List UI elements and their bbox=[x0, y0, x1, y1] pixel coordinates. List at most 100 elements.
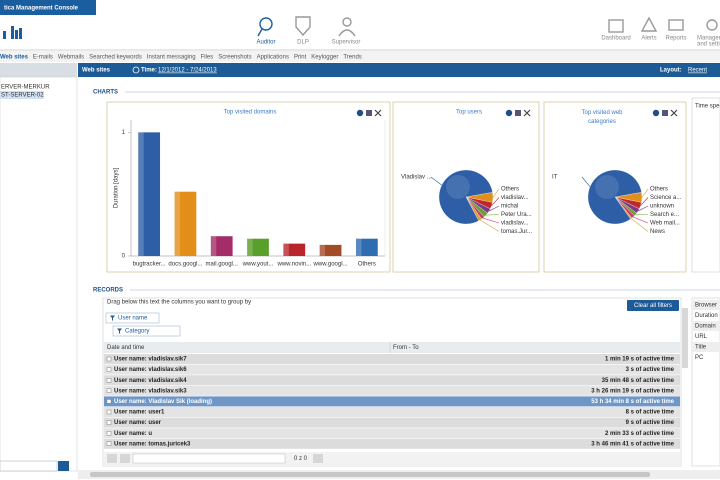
chart-type-icon[interactable] bbox=[366, 110, 372, 116]
close-icon[interactable] bbox=[374, 109, 382, 117]
row-label: User name: user1 bbox=[114, 410, 165, 416]
slice-label: Web mail... bbox=[650, 221, 680, 227]
slice-label: unknown bbox=[650, 204, 674, 210]
group-hint: Drag below this text the columns you wan… bbox=[107, 300, 251, 306]
scroll-thumb[interactable] bbox=[90, 472, 650, 477]
close-icon[interactable] bbox=[670, 109, 678, 117]
record-row[interactable] bbox=[104, 354, 680, 364]
record-row[interactable] bbox=[104, 417, 680, 428]
close-icon[interactable] bbox=[523, 109, 531, 117]
group-chip-label[interactable]: Category bbox=[125, 329, 149, 335]
layout-value[interactable]: Recent bbox=[688, 68, 707, 74]
tab-strip bbox=[0, 51, 720, 62]
chart-type-icon[interactable] bbox=[662, 110, 668, 116]
pager-prev[interactable] bbox=[107, 454, 117, 463]
expand-icon[interactable] bbox=[106, 356, 112, 362]
record-row[interactable] bbox=[104, 438, 680, 449]
group-chip[interactable] bbox=[105, 312, 160, 324]
expand-icon[interactable] bbox=[106, 420, 112, 425]
pager-next[interactable] bbox=[120, 454, 130, 463]
field-name[interactable]: PC bbox=[695, 355, 704, 361]
field-row bbox=[693, 321, 720, 331]
expand-icon[interactable] bbox=[106, 409, 112, 415]
record-row[interactable] bbox=[104, 396, 680, 407]
section-heading: CHARTS bbox=[93, 90, 118, 96]
field-name[interactable]: URL bbox=[695, 334, 708, 340]
clear-filters-label[interactable]: Clear all filters bbox=[634, 303, 672, 309]
tab: Trends bbox=[343, 55, 361, 61]
clear-filters-button[interactable] bbox=[627, 300, 679, 311]
nav-item: Dashboard bbox=[601, 36, 630, 42]
leader-line bbox=[641, 188, 649, 198]
row-label: User name: vladislav.sik4 bbox=[114, 378, 187, 384]
chart-type-icon[interactable] bbox=[652, 109, 660, 117]
y-axis-label: Duration [days] bbox=[114, 167, 120, 208]
bar bbox=[247, 238, 269, 256]
expand-icon[interactable] bbox=[106, 388, 112, 393]
search-button[interactable] bbox=[58, 461, 69, 471]
leader-line bbox=[430, 176, 442, 186]
slice-label: michal bbox=[501, 204, 518, 210]
grid-scrollbar[interactable] bbox=[682, 308, 688, 368]
chart-type-icon[interactable] bbox=[356, 109, 364, 117]
x-tick-label: docs.googl... bbox=[168, 262, 202, 268]
group-chip[interactable] bbox=[112, 325, 181, 337]
slice-label: News bbox=[650, 229, 665, 235]
nav-item: DLP bbox=[297, 40, 309, 46]
x-tick-label: mail.googl... bbox=[206, 262, 239, 268]
time-range[interactable]: 12/1/2012 - 7/24/2013 bbox=[158, 68, 217, 74]
pie-shine bbox=[446, 175, 470, 199]
bar-shine bbox=[283, 243, 289, 256]
y-tick-label: 1 bbox=[122, 130, 126, 136]
search-box[interactable] bbox=[0, 460, 58, 472]
field-name[interactable]: Duration bbox=[695, 313, 718, 319]
expand-icon[interactable] bbox=[106, 431, 112, 436]
expand-icon[interactable] bbox=[106, 378, 112, 383]
side-panel-title: Time spe bbox=[695, 104, 720, 110]
expand-icon[interactable] bbox=[106, 441, 112, 446]
column-title: Date and time bbox=[107, 345, 145, 351]
record-row[interactable] bbox=[104, 385, 680, 396]
filter-icon bbox=[110, 315, 115, 321]
chart-type-icon[interactable] bbox=[505, 109, 513, 117]
row-time: 1 min 19 s of active time bbox=[605, 357, 675, 363]
app-logo bbox=[3, 26, 22, 39]
tab: Webmails bbox=[58, 55, 84, 61]
pager-input[interactable] bbox=[132, 453, 286, 464]
bar bbox=[210, 236, 233, 256]
slice-label: Vladislav ... bbox=[401, 175, 432, 181]
row-label: User name: Vladislav Sik (loading) bbox=[114, 399, 212, 405]
title-strip bbox=[0, 0, 96, 15]
tab: Keylogger bbox=[311, 55, 338, 61]
row-time: 3 h 46 min 41 s of active time bbox=[591, 441, 674, 447]
pager-clear[interactable] bbox=[313, 454, 323, 463]
slice-label: Others bbox=[650, 187, 668, 193]
pie-slice bbox=[438, 169, 493, 225]
tab: Applications bbox=[257, 55, 289, 61]
leader-line bbox=[482, 217, 500, 224]
field-name[interactable]: Domain bbox=[695, 324, 716, 330]
group-chip-label[interactable]: User name bbox=[118, 316, 148, 322]
x-tick-label: bugtracker... bbox=[133, 262, 166, 268]
row-time: 3 s of active time bbox=[626, 367, 675, 373]
row-time: 8 s of active time bbox=[626, 410, 675, 416]
header-title: Web sites bbox=[82, 68, 111, 74]
chart-type-icon[interactable] bbox=[515, 110, 521, 116]
expand-icon[interactable] bbox=[106, 367, 112, 372]
leader-line bbox=[479, 219, 500, 232]
bar-shine bbox=[174, 191, 180, 256]
pager-text: 0 z 0 bbox=[294, 456, 308, 462]
record-row[interactable] bbox=[104, 407, 680, 417]
record-row[interactable] bbox=[104, 428, 680, 439]
expand-icon[interactable] bbox=[106, 399, 112, 404]
field-name[interactable]: Browser bbox=[695, 303, 717, 309]
record-row[interactable] bbox=[104, 364, 680, 375]
field-row bbox=[693, 342, 720, 352]
record-row[interactable] bbox=[104, 375, 680, 386]
nav-item: Managem bbox=[697, 36, 720, 42]
row-time: 53 h 34 min 8 s of active time bbox=[591, 399, 674, 405]
chart-title: Top users bbox=[456, 110, 482, 116]
field-name[interactable]: Title bbox=[695, 345, 707, 351]
clock-icon bbox=[132, 66, 140, 74]
left-panel bbox=[0, 76, 78, 472]
